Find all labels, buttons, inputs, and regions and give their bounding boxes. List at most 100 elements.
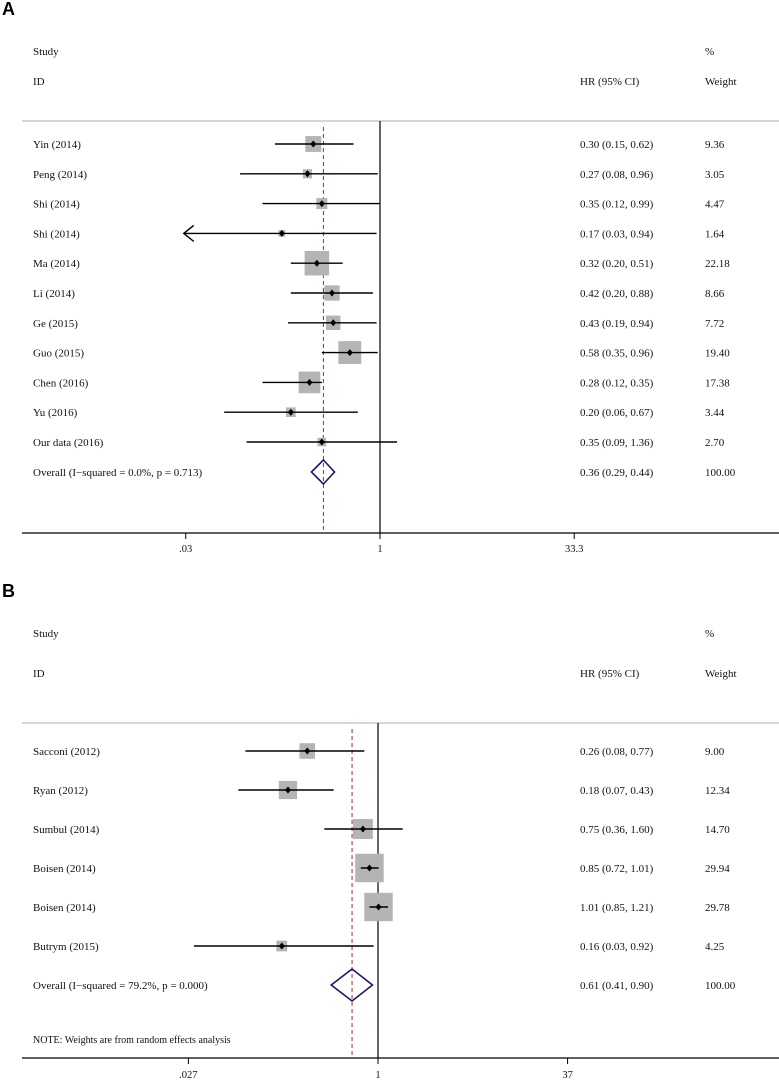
study-point-estimate — [278, 942, 285, 950]
study-point-estimate — [306, 378, 313, 386]
header-weight: Weight — [705, 668, 737, 680]
overall-label: Overall (I−squared = 0.0%, p = 0.713) — [33, 467, 203, 479]
study-weight: 4.47 — [705, 199, 725, 211]
header-weight: Weight — [705, 76, 737, 88]
study-point-estimate — [318, 200, 325, 208]
study-row: Shi (2014) 0.17 (0.03, 0.94) 1.64 — [33, 224, 725, 242]
study-row: Boisen (2014) 0.85 (0.72, 1.01) 29.94 — [33, 853, 730, 883]
study-hr-ci: 0.18 (0.07, 0.43) — [580, 785, 654, 797]
study-weight: 9.00 — [705, 746, 725, 758]
study-point-estimate — [304, 170, 311, 178]
study-label: Yin (2014) — [33, 139, 81, 151]
overall-diamond — [310, 458, 336, 486]
study-row: Peng (2014) 0.27 (0.08, 0.96) 3.05 — [33, 169, 725, 181]
study-weight: 17.38 — [705, 377, 730, 389]
study-row: Ma (2014) 0.32 (0.20, 0.51) 22.18 — [33, 250, 730, 276]
study-row: Ryan (2012) 0.18 (0.07, 0.43) 12.34 — [33, 780, 730, 800]
study-point-estimate — [328, 289, 335, 297]
study-row: Sumbul (2014) 0.75 (0.36, 1.60) 14.70 — [33, 819, 730, 839]
study-hr-ci: 0.58 (0.35, 0.96) — [580, 348, 654, 360]
header-hr-ci: HR (95% CI) — [580, 76, 640, 88]
study-hr-ci: 0.75 (0.36, 1.60) — [580, 824, 654, 836]
study-hr-ci: 0.28 (0.12, 0.35) — [580, 377, 654, 389]
study-label: Boisen (2014) — [33, 863, 96, 875]
study-point-estimate — [366, 864, 373, 872]
study-weight: 3.05 — [705, 169, 725, 181]
study-label: Guo (2015) — [33, 348, 84, 360]
study-label: Boisen (2014) — [33, 902, 96, 914]
study-label: Ma (2014) — [33, 258, 80, 270]
overall-hr-ci: 0.36 (0.29, 0.44) — [580, 467, 654, 479]
study-label: Peng (2014) — [33, 169, 87, 181]
study-hr-ci: 0.26 (0.08, 0.77) — [580, 746, 654, 758]
x-axis-tick-label: 37 — [562, 1070, 573, 1081]
study-label: Ryan (2012) — [33, 785, 88, 797]
study-point-estimate — [313, 259, 320, 267]
study-point-estimate — [330, 319, 337, 327]
panel-label: B — [2, 581, 15, 601]
study-weight: 2.70 — [705, 437, 725, 449]
study-row: Sacconi (2012) 0.26 (0.08, 0.77) 9.00 — [33, 743, 725, 759]
study-hr-ci: 0.43 (0.19, 0.94) — [580, 318, 654, 330]
study-label: Shi (2014) — [33, 199, 80, 211]
ci-truncation-arrow — [182, 224, 195, 242]
header-study: Study — [33, 46, 59, 58]
study-weight: 3.44 — [705, 407, 725, 419]
study-label: Butrym (2015) — [33, 941, 99, 953]
study-weight: 29.78 — [705, 902, 730, 914]
study-row: Yu (2016) 0.20 (0.06, 0.67) 3.44 — [33, 407, 725, 419]
study-point-estimate — [346, 349, 353, 357]
study-point-estimate — [318, 438, 325, 446]
study-hr-ci: 0.35 (0.12, 0.99) — [580, 199, 654, 211]
study-weight: 4.25 — [705, 941, 725, 953]
study-weight: 22.18 — [705, 258, 730, 270]
study-hr-ci: 0.32 (0.20, 0.51) — [580, 258, 654, 270]
overall-hr-ci: 0.61 (0.41, 0.90) — [580, 980, 654, 992]
overall-label: Overall (I−squared = 79.2%, p = 0.000) — [33, 980, 208, 992]
study-point-estimate — [304, 747, 311, 755]
study-hr-ci: 0.85 (0.72, 1.01) — [580, 863, 654, 875]
study-label: Sacconi (2012) — [33, 746, 100, 758]
study-point-estimate — [278, 229, 285, 237]
study-hr-ci: 0.35 (0.09, 1.36) — [580, 437, 654, 449]
study-hr-ci: 1.01 (0.85, 1.21) — [580, 902, 654, 914]
study-weight: 12.34 — [705, 785, 730, 797]
header-hr-ci: HR (95% CI) — [580, 668, 640, 680]
overall-row: Overall (I−squared = 0.0%, p = 0.713) 0.3… — [33, 458, 736, 486]
header-id: ID — [33, 668, 45, 680]
overall-row: Overall (I−squared = 79.2%, p = 0.000) 0.… — [33, 967, 736, 1003]
header-study: Study — [33, 628, 59, 640]
study-hr-ci: 0.27 (0.08, 0.96) — [580, 169, 654, 181]
study-weight: 19.40 — [705, 348, 730, 360]
weights-note: NOTE: Weights are from random effects an… — [33, 1035, 231, 1046]
study-row: Our data (2016) 0.35 (0.09, 1.36) 2.70 — [33, 437, 725, 449]
study-point-estimate — [287, 408, 294, 416]
study-label: Ge (2015) — [33, 318, 78, 330]
study-row: Butrym (2015) 0.16 (0.03, 0.92) 4.25 — [33, 940, 725, 953]
study-point-estimate — [375, 903, 382, 911]
study-label: Shi (2014) — [33, 228, 80, 240]
x-axis-tick-label: 33.3 — [565, 544, 583, 555]
study-row: Ge (2015) 0.43 (0.19, 0.94) 7.72 — [33, 315, 724, 331]
study-hr-ci: 0.42 (0.20, 0.88) — [580, 288, 654, 300]
study-label: Our data (2016) — [33, 437, 104, 449]
study-weight: 1.64 — [705, 228, 725, 240]
study-weight: 9.36 — [705, 139, 725, 151]
study-point-estimate — [284, 786, 291, 794]
study-weight: 29.94 — [705, 863, 730, 875]
study-hr-ci: 0.17 (0.03, 0.94) — [580, 228, 654, 240]
study-point-estimate — [359, 825, 366, 833]
study-weight: 8.66 — [705, 288, 725, 300]
header-percent: % — [705, 628, 714, 640]
study-hr-ci: 0.20 (0.06, 0.67) — [580, 407, 654, 419]
study-label: Li (2014) — [33, 288, 75, 300]
study-row: Chen (2016) 0.28 (0.12, 0.35) 17.38 — [33, 371, 730, 394]
x-axis-tick-label: 1 — [377, 544, 382, 555]
header-id: ID — [33, 76, 45, 88]
x-axis-tick-label: .03 — [179, 544, 192, 555]
overall-weight: 100.00 — [705, 467, 736, 479]
study-label: Chen (2016) — [33, 377, 89, 389]
study-point-estimate — [310, 140, 317, 148]
forest-panel-b: B Study ID HR (95% CI)% Weight Sacconi (2012)… — [2, 581, 779, 1081]
